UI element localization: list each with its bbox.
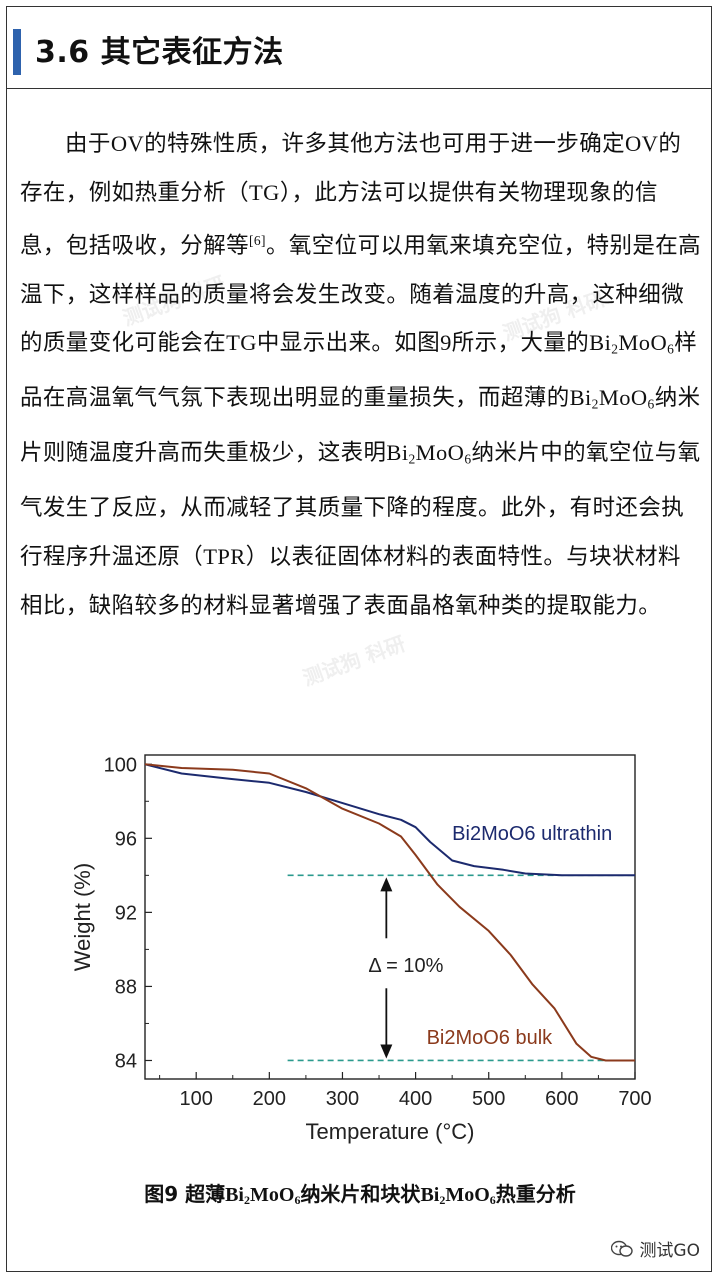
formula-part: Bi (420, 1184, 440, 1206)
text-run: 的存在，例如热重分析（ (20, 131, 682, 206)
text-run: OV (625, 131, 659, 156)
text-run: 的特殊性质，许多其他方法也可用于进一步确定 (144, 131, 626, 157)
text-run: TG (226, 330, 257, 356)
text-run: ），此方法可以提供有关物理现象的信息，包括吸收，分解等 (20, 179, 658, 260)
formula-bi2moo6: Bi2MoO6 (589, 330, 675, 357)
text-run: TPR (203, 543, 246, 569)
y-tick-label: 100 (104, 754, 137, 776)
text-run: 所示，大量的 (451, 330, 590, 357)
caption-text: 热重分析 (495, 1182, 576, 1206)
body-paragraph: 由于OV的特殊性质，许多其他方法也可用于进一步确定OV的存在，例如热重分析（TG… (20, 120, 702, 630)
formula-subscript: 6 (667, 341, 675, 357)
formula-subscript: 2 (439, 1193, 446, 1207)
formula-part: Bi (589, 330, 612, 356)
y-tick-label: 88 (115, 976, 137, 998)
formula-part: MoO (598, 385, 648, 411)
formula-subscript: 2 (244, 1193, 250, 1207)
plot-frame (144, 754, 636, 1080)
y-axis-label: Weight (%) (70, 863, 95, 971)
section-header: 3.6 其它表征方法 (7, 7, 711, 89)
caption-text: 图9 超薄 (144, 1182, 226, 1206)
citation-ref: [6] (249, 233, 266, 249)
tga-chart: 100 200 300 400 500 600 700 84 88 92 96 100 Temperat… (70, 754, 652, 1144)
formula-part: MoO (415, 440, 465, 466)
text-run: ）以表征固体材料的表面特性。与块状材料相比，缺陷较多的材料显著增强了表面晶格氧种… (20, 543, 681, 619)
formula-part: MoO (250, 1184, 295, 1206)
x-tick-label: 100 (180, 1088, 213, 1110)
formula-part: MoO (445, 1184, 490, 1206)
wechat-icon (611, 1240, 634, 1257)
text-run: 中显示出来。如图 (256, 330, 441, 357)
footer-brand: 测试GO (611, 1236, 700, 1261)
formula-subscript: 2 (408, 451, 416, 467)
caption-formula: Bi2MoO6 (225, 1184, 301, 1207)
formula-bi2moo6: Bi2MoO6 (569, 385, 655, 412)
delta-label: Δ = 10% (368, 955, 443, 977)
brand-text: 测试GO (639, 1241, 700, 1261)
formula-subscript: 6 (647, 396, 655, 412)
series-label-bulk: Bi2MoO6 bulk (427, 1027, 554, 1049)
formula-part: Bi (569, 385, 592, 411)
figure-caption: 图9 超薄Bi2MoO6纳米片和块状Bi2MoO6热重分析 (0, 1178, 720, 1208)
section-title: 3.6 其它表征方法 (35, 35, 284, 70)
formula-part: Bi (386, 440, 409, 466)
formula-subscript: 6 (294, 1193, 301, 1207)
x-axis-label: Temperature (°C) (306, 1119, 475, 1144)
formula-part: Bi (225, 1184, 244, 1206)
formula-subscript: 6 (464, 451, 472, 467)
x-tick-label: 700 (618, 1088, 651, 1110)
text-run: TG (249, 179, 280, 205)
text-run: 由于 (65, 131, 111, 157)
text-run: 样品在高温氧气气氛下表现出明显的重量损失，而超薄的 (20, 330, 698, 412)
y-tick-label: 96 (115, 828, 137, 850)
x-tick-label: 500 (472, 1088, 505, 1110)
series-line-ultrathin (144, 763, 635, 877)
text-run: 。氧空位可以用氧来填充空位，特别是在高温下，这样样品的质量将会发生改变。随着温度… (20, 233, 702, 357)
text-run: 9 (440, 330, 452, 356)
formula-subscript: 6 (489, 1193, 496, 1207)
header-accent-bar (13, 29, 21, 75)
text-run: 纳米片中的氧空位与氧气发生了反应，从而减轻了其质量下降的程度。此外，有时还会执行… (20, 440, 701, 570)
x-tick-label: 600 (545, 1088, 578, 1110)
formula-bi2moo6: Bi2MoO6 (386, 440, 472, 467)
caption-formula: Bi2MoO6 (420, 1184, 496, 1207)
x-tick-label: 200 (253, 1088, 286, 1110)
text-run: 纳米片则随温度升高而失重极少，这表明 (20, 385, 701, 467)
caption-text: 纳米片和块状 (300, 1182, 421, 1206)
formula-subscript: 2 (591, 396, 599, 412)
delta-arrowhead-up (380, 877, 393, 892)
formula-subscript: 2 (611, 341, 619, 357)
text-run: OV (110, 131, 145, 156)
x-tick-label: 400 (399, 1088, 432, 1110)
series-line-bulk (144, 763, 635, 1062)
series-label-ultrathin: Bi2MoO6 ultrathin (452, 823, 612, 845)
delta-arrowhead-down (380, 1044, 393, 1059)
y-tick-label: 84 (115, 1050, 137, 1072)
formula-part: MoO (618, 330, 668, 356)
x-tick-label: 300 (326, 1088, 359, 1110)
y-tick-label: 92 (115, 902, 137, 924)
